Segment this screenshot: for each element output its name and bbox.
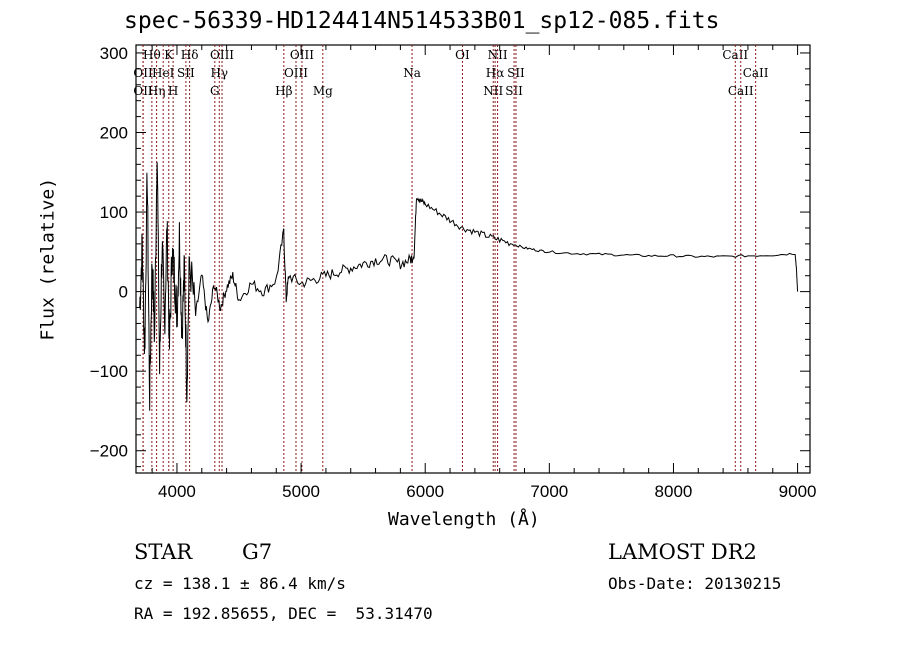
line-label: K — [164, 48, 174, 62]
redshift-text: cz = 138.1 ± 86.4 km/s — [134, 574, 346, 593]
y-tick-label: 200 — [100, 124, 128, 143]
line-label: Hβ — [275, 84, 292, 98]
line-label: G — [210, 84, 220, 98]
y-tick-label: 300 — [100, 44, 128, 63]
y-tick-label: −200 — [90, 442, 128, 461]
x-axis-label: Wavelength (Å) — [388, 509, 540, 530]
line-label: OII — [133, 84, 153, 98]
survey-name: LAMOST DR2 — [608, 540, 757, 564]
spectrum-line — [139, 162, 799, 411]
line-label: Na — [403, 66, 421, 80]
object-class: STAR — [134, 540, 193, 564]
line-label: SII — [505, 84, 523, 98]
y-tick-label: −100 — [90, 362, 128, 381]
plot-frame — [135, 44, 811, 474]
y-tick-label: 0 — [119, 283, 128, 302]
line-label: HeI — [152, 66, 175, 80]
line-label: OIII — [284, 66, 308, 80]
line-label: Hη — [148, 84, 166, 98]
line-label: CaII — [728, 84, 754, 98]
line-label: NII — [488, 48, 508, 62]
line-label: CaII — [722, 48, 748, 62]
x-tick-label: 7000 — [530, 482, 568, 501]
line-label: OIII — [290, 48, 314, 62]
object-subclass: G7 — [242, 540, 273, 564]
line-label: CaII — [743, 66, 769, 80]
x-tick-label: 9000 — [779, 482, 817, 501]
line-label: SII — [177, 66, 195, 80]
line-label: H — [168, 84, 178, 98]
y-tick-label: 100 — [100, 203, 128, 222]
ra-dec: RA = 192.85655, DEC = 53.31470 — [134, 604, 433, 623]
x-tick-label: 4000 — [158, 482, 196, 501]
x-tick-label: 6000 — [406, 482, 444, 501]
x-tick-label: 5000 — [282, 482, 320, 501]
chart-title: spec-56339-HD124414N514533B01_sp12-085.f… — [124, 8, 720, 34]
line-label: OI — [455, 48, 470, 62]
x-tick-label: 8000 — [655, 482, 693, 501]
y-axis-label: Flux (relative) — [37, 177, 59, 341]
line-label: Hθ — [143, 48, 161, 62]
line-label: Hγ — [210, 66, 228, 80]
line-label: OIII — [210, 48, 234, 62]
line-label: NII — [483, 84, 503, 98]
line-label: Mg — [313, 84, 333, 98]
obs-date: Obs-Date: 20130215 — [608, 574, 782, 593]
line-label: SII — [507, 66, 525, 80]
line-label: Hα — [486, 66, 505, 80]
line-label: Hδ — [181, 48, 199, 62]
